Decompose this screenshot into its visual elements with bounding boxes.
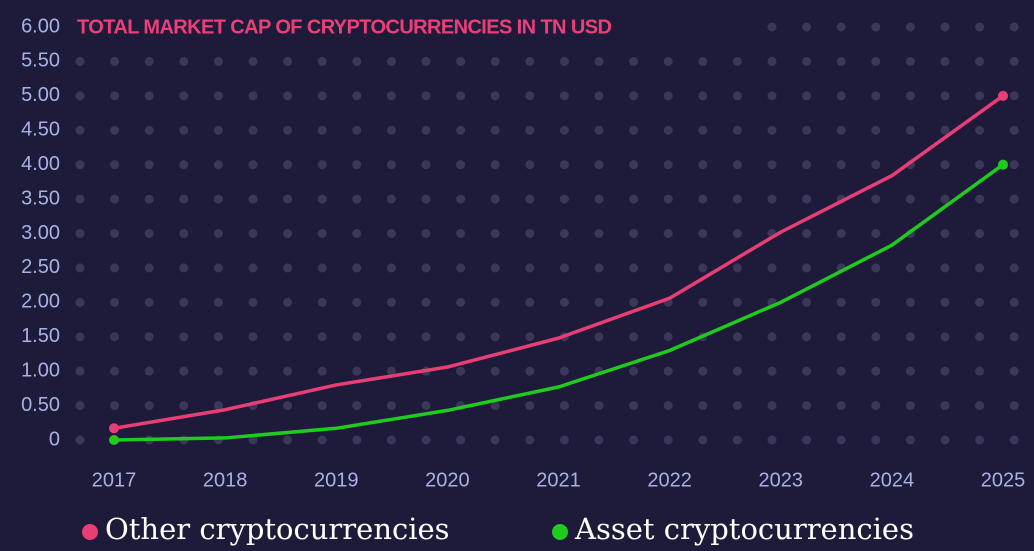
y-tick-label: 2.00: [21, 291, 60, 313]
chart-title: TOTAL MARKET CAP OF CRYPTOCURRENCIES IN …: [77, 16, 611, 38]
y-tick-label: 2.50: [21, 256, 60, 278]
title-backdrop: [70, 12, 750, 44]
y-tick-label: 4.00: [21, 153, 60, 175]
y-tick-label: 0.50: [21, 394, 60, 416]
x-tick-label: 2017: [92, 469, 137, 491]
legend-label: Other cryptocurrencies: [105, 512, 450, 546]
y-tick-label: 0: [49, 428, 60, 450]
line: [113, 94, 1005, 431]
y-tick-label: 3.50: [21, 187, 60, 209]
legend-swatch: [552, 524, 568, 540]
y-tick-label: 3.00: [21, 222, 60, 244]
x-tick-label: 2023: [759, 469, 804, 491]
end-marker: [109, 435, 119, 445]
x-tick-label: 2021: [536, 469, 581, 491]
x-tick-label: 2024: [870, 469, 915, 491]
end-marker: [109, 423, 119, 434]
x-tick-label: 2025: [981, 469, 1026, 491]
line: [113, 163, 1005, 442]
end-marker: [998, 159, 1008, 170]
y-tick-label: 5.00: [21, 84, 60, 106]
y-tick-label: 4.50: [21, 119, 60, 141]
y-tick-label: 5.50: [21, 50, 60, 72]
legend-swatch: [82, 524, 98, 540]
legend-label: Asset cryptocurrencies: [574, 512, 914, 546]
x-tick-label: 2020: [425, 469, 470, 491]
end-marker: [998, 90, 1008, 101]
dot-grid: [75, 22, 1034, 445]
y-tick-label: 1.00: [21, 359, 60, 381]
y-tick-label: 6.00: [21, 15, 60, 37]
x-tick-label: 2022: [647, 469, 692, 491]
x-tick-label: 2018: [203, 469, 248, 491]
y-tick-label: 1.50: [21, 325, 60, 347]
x-tick-label: 2019: [314, 469, 359, 491]
